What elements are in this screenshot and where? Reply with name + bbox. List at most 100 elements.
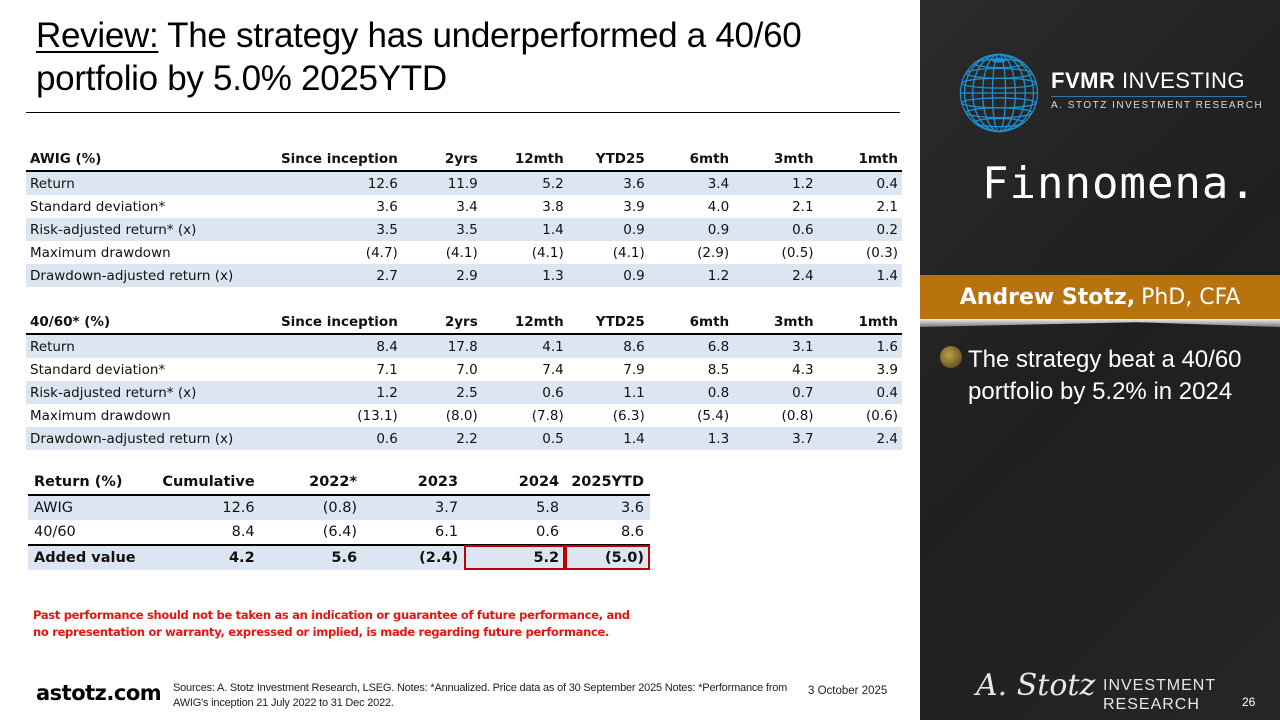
cell: 2.4 (733, 264, 818, 287)
row-label: Drawdown-adjusted return (x) (26, 427, 250, 450)
cell: 2.9 (401, 264, 482, 287)
slide-title: Review: The strategy has underperformed … (36, 14, 896, 100)
cell: 3.6 (376, 198, 398, 215)
table-row: Maximum drawdown (4.7) (4.1) (4.1) (4.1) (2.9… (26, 241, 902, 264)
row-label: Standard deviation* (30, 361, 166, 378)
header-cell: YTD25 (567, 311, 649, 335)
header-cell: 3mth (733, 311, 818, 335)
cell: 12.6 (150, 495, 261, 520)
logo-divider (1051, 96, 1247, 97)
cell: 0.4 (817, 171, 902, 195)
cell: 1.3 (648, 427, 734, 450)
cell: 1.6 (817, 334, 902, 358)
cell: (4.7) (365, 244, 398, 261)
cell: (0.8) (781, 407, 814, 424)
cell: 1.4 (567, 427, 649, 450)
header-cell: 2023 (363, 470, 465, 496)
cell: 3.8 (542, 198, 564, 215)
title-prefix: Review: (36, 16, 159, 55)
cell: 0.6 (481, 381, 568, 404)
cell: 2.1 (792, 198, 814, 215)
cell: 8.5 (707, 361, 730, 378)
header-cell: 3mth (733, 148, 818, 172)
brand-rest: INVESTING (1115, 68, 1246, 93)
cell: 3.6 (567, 171, 649, 195)
fvmr-logo-subtitle: A. STOTZ INVESTMENT RESEARCH (1051, 100, 1264, 111)
table-row: Drawdown-adjusted return (x) 0.6 2.2 0.5 1.4… (26, 427, 902, 450)
cell: 2.5 (401, 381, 482, 404)
cell: (2.9) (697, 244, 730, 261)
investment-research-logo: INVESTMENT RESEARCH (1103, 677, 1216, 713)
cell: 7.1 (376, 361, 398, 378)
benchmark-performance-table: 40/60* (%) Since inception 2yrs 12mth YT… (26, 311, 902, 450)
cell: (0.8) (260, 495, 364, 520)
cell: 5.8 (464, 495, 566, 520)
row-label: Return (26, 171, 250, 195)
cell: 3.7 (363, 495, 465, 520)
header-cell: 2022* (260, 470, 364, 496)
cell: 8.4 (249, 334, 402, 358)
header-cell: 2yrs (401, 148, 482, 172)
cell: 8.4 (231, 524, 255, 540)
row-label: Risk-adjusted return* (x) (26, 381, 250, 404)
brand-bold: FVMR (1051, 68, 1116, 93)
cell: 0.4 (817, 381, 902, 404)
cell: 2.2 (401, 427, 482, 450)
table-row: 40/60 8.4 (6.4) 6.1 0.6 8.6 (28, 520, 650, 545)
header-cell: Return (%) (28, 470, 151, 496)
header-cell: 12mth (481, 148, 568, 172)
presenter-credentials: PhD, CFA (1141, 284, 1241, 310)
row-label: AWIG (28, 495, 151, 520)
cell: 0.8 (648, 381, 734, 404)
table-row: Risk-adjusted return* (x) 3.5 3.5 1.4 0.9 0.9… (26, 218, 902, 241)
slide-content: Review: The strategy has underperformed … (26, 14, 902, 709)
table-row: Maximum drawdown (13.1) (8.0) (7.8) (6.3) (5.… (26, 404, 902, 427)
cell: 0.5 (481, 427, 568, 450)
cell: 1.4 (817, 264, 902, 287)
cell: 7.0 (456, 361, 478, 378)
row-label: Standard deviation* (30, 198, 166, 215)
cell: 3.6 (565, 495, 650, 520)
presenter-banner: Andrew Stotz, PhD, CFA (920, 275, 1280, 319)
table-row: AWIG 12.6 (0.8) 3.7 5.8 3.6 (28, 495, 650, 520)
cell: 0.6 (536, 524, 560, 540)
globe-icon (959, 53, 1039, 133)
cell: 0.6 (733, 218, 818, 241)
signature-logo: A. Stotz (976, 668, 1096, 703)
cell: (4.1) (445, 244, 478, 261)
cell: 7.9 (623, 361, 645, 378)
table-row: Standard deviation* 7.1 7.0 7.4 7.9 8.5 4.3 3.9 (26, 358, 902, 381)
cell: 17.8 (401, 334, 482, 358)
header-cell: 6mth (648, 311, 734, 335)
cell: 11.9 (401, 171, 482, 195)
row-label: Risk-adjusted return* (x) (26, 218, 250, 241)
table-row: Return 8.4 17.8 4.1 8.6 6.8 3.1 1.6 (26, 334, 902, 358)
row-label: 40/60 (34, 524, 76, 540)
cell: (6.4) (322, 524, 358, 540)
cell: 1.4 (481, 218, 568, 241)
cell: 12.6 (249, 171, 402, 195)
cell: (5.4) (697, 407, 730, 424)
slide-date: 3 October 2025 (808, 685, 888, 697)
cell: 5.6 (260, 544, 364, 570)
header-cell: 1mth (817, 148, 902, 172)
cell: 4.0 (707, 198, 730, 215)
header-cell: 1mth (817, 311, 902, 335)
row-label: Maximum drawdown (30, 244, 171, 261)
cell: (0.6) (865, 407, 898, 424)
cell: (7.8) (531, 407, 564, 424)
table-row: Risk-adjusted return* (x) 1.2 2.5 0.6 1.1 0.8… (26, 381, 902, 404)
cell: 3.5 (401, 218, 482, 241)
table-header-row: 40/60* (%) Since inception 2yrs 12mth YT… (26, 311, 902, 335)
page-number: 26 (1242, 695, 1256, 709)
cell: (2.4) (363, 544, 465, 570)
disclaimer: Past performance should not be taken as … (33, 608, 630, 639)
website-link[interactable]: astotz.com (36, 681, 162, 705)
header-cell: 12mth (481, 311, 568, 335)
cell: 2.7 (249, 264, 402, 287)
cell: 1.2 (249, 381, 402, 404)
header-cell: 40/60* (%) (26, 311, 250, 335)
cell: 3.9 (876, 361, 898, 378)
cell: 6.1 (435, 524, 459, 540)
header-cell: YTD25 (567, 148, 649, 172)
